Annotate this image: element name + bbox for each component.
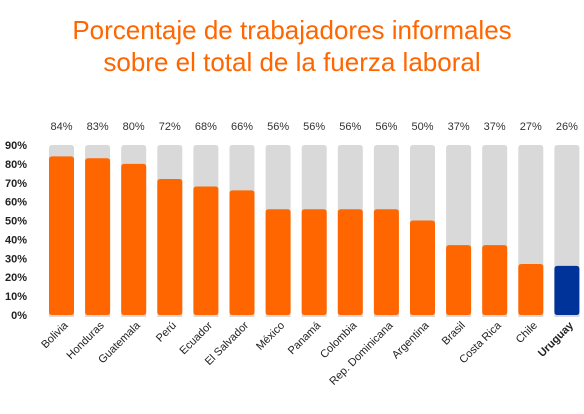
data-bar bbox=[157, 179, 183, 315]
x-tick-label: Bolivia bbox=[39, 319, 71, 351]
x-tick-label: Uruguay bbox=[536, 319, 577, 360]
y-tick-label: 50% bbox=[5, 216, 27, 228]
x-tick-label: México bbox=[254, 320, 287, 353]
value-label: 56% bbox=[303, 121, 325, 133]
data-bar bbox=[518, 264, 544, 315]
data-bar bbox=[337, 209, 363, 315]
data-bar bbox=[85, 158, 111, 315]
y-tick-label: 10% bbox=[5, 291, 27, 303]
data-bar bbox=[121, 163, 147, 315]
y-tick-label: 20% bbox=[5, 272, 27, 284]
value-label: 83% bbox=[87, 121, 109, 133]
data-bar bbox=[265, 209, 291, 315]
data-bar bbox=[410, 220, 435, 315]
y-tick-label: 40% bbox=[5, 234, 27, 246]
value-label: 56% bbox=[375, 121, 397, 133]
value-label: 56% bbox=[339, 121, 361, 133]
y-tick-label: 60% bbox=[5, 197, 27, 209]
x-tick-label: Argentina bbox=[390, 319, 432, 361]
y-tick-label: 30% bbox=[5, 253, 27, 265]
value-label: 68% bbox=[195, 121, 217, 133]
data-bar bbox=[373, 209, 399, 315]
value-label: 26% bbox=[556, 121, 578, 133]
data-bar bbox=[301, 209, 327, 315]
y-tick-label: 80% bbox=[5, 159, 27, 171]
y-tick-label: 0% bbox=[11, 310, 27, 322]
value-label: 56% bbox=[267, 121, 289, 133]
chart-title: Porcentaje de trabajadores informales so… bbox=[0, 14, 584, 78]
value-label: 84% bbox=[50, 121, 72, 133]
y-tick-label: 90% bbox=[5, 140, 27, 152]
data-bar bbox=[193, 186, 219, 315]
data-bar bbox=[482, 245, 508, 315]
value-label: 37% bbox=[484, 121, 506, 133]
value-label: 66% bbox=[231, 121, 253, 133]
y-tick-label: 70% bbox=[5, 178, 27, 190]
value-label: 80% bbox=[123, 121, 145, 133]
x-tick-label: Chile bbox=[514, 320, 540, 346]
x-tick-label: Brasil bbox=[440, 320, 468, 348]
value-label: 72% bbox=[159, 121, 181, 133]
data-bar bbox=[49, 156, 74, 315]
value-label: 37% bbox=[448, 121, 470, 133]
chart-title-line-1: Porcentaje de trabajadores informales bbox=[72, 15, 512, 45]
data-bar bbox=[446, 245, 472, 315]
x-tick-label: Rep. Dominicana bbox=[327, 319, 396, 388]
chart-title-line-2: sobre el total de la fuerza laboral bbox=[103, 47, 481, 77]
x-tick-label: Perú bbox=[154, 320, 179, 345]
highlight-bar bbox=[554, 265, 580, 315]
value-label: 27% bbox=[520, 121, 542, 133]
value-label: 50% bbox=[411, 121, 433, 133]
data-bar bbox=[229, 190, 255, 315]
